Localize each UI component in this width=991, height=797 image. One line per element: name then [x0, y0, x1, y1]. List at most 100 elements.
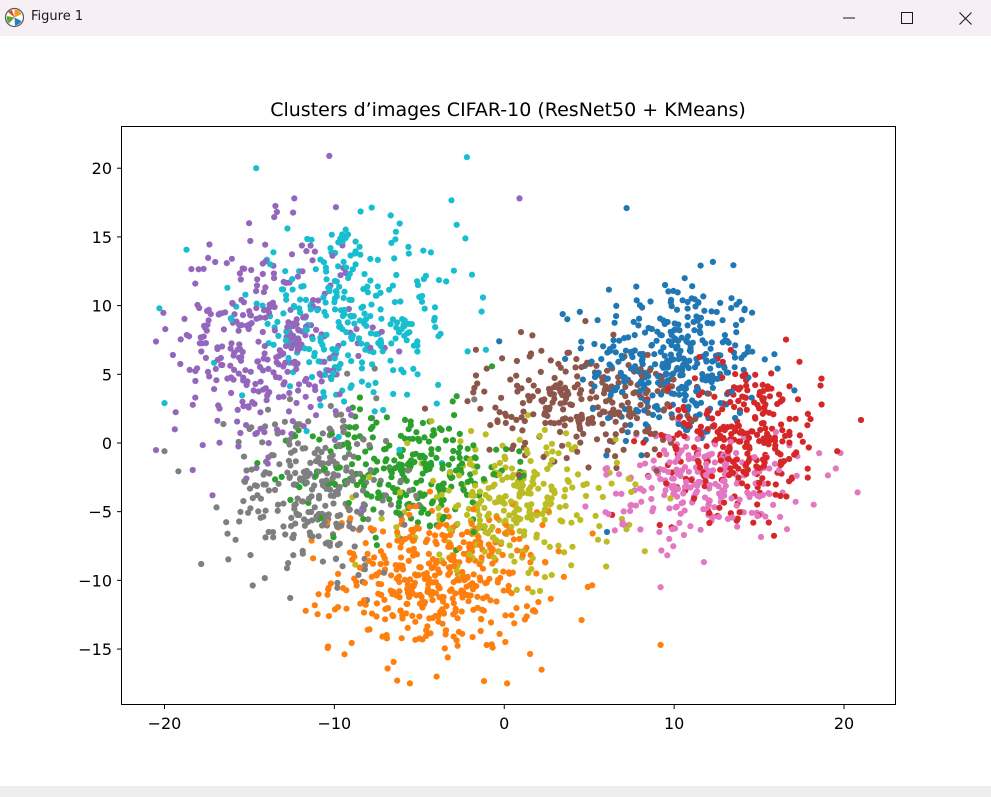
- scatter-point: [492, 567, 499, 575]
- scatter-point: [685, 452, 692, 459]
- scatter-point: [219, 343, 226, 350]
- scatter-point: [448, 197, 455, 204]
- scatter-point: [764, 480, 771, 487]
- scatter-point: [394, 677, 401, 684]
- close-button[interactable]: [936, 0, 991, 36]
- scatter-point: [605, 286, 613, 293]
- scatter-point: [595, 484, 602, 491]
- scatter-point: [664, 401, 671, 408]
- scatter-point: [555, 419, 563, 426]
- scatter-point: [325, 584, 332, 591]
- scatter-point: [359, 505, 366, 512]
- scatter-point: [369, 434, 376, 441]
- scatter-point: [345, 499, 352, 507]
- scatter-point: [717, 457, 725, 464]
- scatter-point: [584, 583, 591, 591]
- scatter-point: [326, 425, 333, 432]
- scatter-point: [355, 352, 362, 360]
- scatter-point: [641, 460, 649, 467]
- scatter-point: [620, 446, 627, 453]
- scatter-point: [378, 515, 385, 522]
- scatter-point: [496, 630, 503, 638]
- scatter-point: [680, 490, 687, 497]
- scatter-point: [766, 393, 774, 400]
- scatter-point: [312, 266, 319, 273]
- scatter-point: [398, 462, 405, 469]
- scatter-point: [369, 423, 376, 430]
- scatter-point: [508, 498, 515, 505]
- scatter-point: [272, 373, 279, 381]
- scatter-point: [612, 436, 619, 443]
- scatter-point: [457, 438, 464, 445]
- scatter-point: [353, 326, 360, 333]
- scatter-point: [695, 459, 702, 466]
- scatter-point: [563, 455, 570, 462]
- scatter-point: [449, 455, 456, 462]
- scatter-point: [431, 572, 439, 579]
- scatter-point: [616, 471, 623, 478]
- scatter-point: [383, 456, 390, 463]
- scatter-point: [410, 582, 417, 589]
- scatter-point: [721, 332, 729, 339]
- scatter-point: [772, 429, 780, 436]
- scatter-point: [212, 258, 219, 266]
- scatter-point: [275, 480, 282, 487]
- scatter-point: [759, 381, 766, 388]
- scatter-point: [543, 444, 550, 451]
- scatter-point: [804, 465, 811, 472]
- scatter-point: [469, 634, 476, 641]
- scatter-point: [537, 368, 544, 375]
- scatter-point: [455, 449, 462, 456]
- maximize-button[interactable]: [878, 0, 936, 36]
- scatter-point: [699, 337, 706, 344]
- scatter-point: [357, 208, 364, 215]
- scatter-point: [332, 408, 339, 415]
- scatter-point: [731, 354, 739, 361]
- scatter-point: [714, 428, 721, 435]
- scatter-point: [547, 357, 554, 364]
- scatter-point: [330, 458, 337, 465]
- scatter-point: [533, 534, 540, 541]
- scatter-point: [417, 564, 424, 571]
- scatter-point: [479, 294, 487, 301]
- scatter-point: [341, 454, 348, 461]
- scatter-point: [443, 521, 450, 529]
- scatter-point: [684, 322, 691, 329]
- scatter-point: [539, 398, 546, 405]
- scatter-point: [824, 472, 832, 479]
- scatter-point: [804, 422, 811, 429]
- scatter-point: [412, 618, 419, 625]
- scatter-point: [339, 563, 346, 570]
- scatter-point: [574, 471, 582, 478]
- scatter-point: [302, 445, 309, 452]
- scatter-point: [516, 528, 523, 535]
- scatter-point: [346, 270, 353, 277]
- scatter-point: [711, 357, 718, 364]
- scatter-point: [463, 591, 470, 599]
- scatter-point: [202, 354, 209, 361]
- scatter-point: [342, 234, 349, 241]
- scatter-point: [272, 202, 279, 210]
- scatter-point: [308, 508, 315, 516]
- scatter-point: [663, 480, 670, 487]
- scatter-point: [198, 560, 205, 568]
- scatter-point: [360, 516, 367, 523]
- scatter-point: [280, 523, 287, 530]
- scatter-point: [332, 555, 340, 562]
- scatter-point: [308, 493, 315, 500]
- scatter-point: [513, 586, 520, 594]
- scatter-point: [619, 521, 626, 528]
- scatter-point: [311, 248, 318, 255]
- scatter-point: [406, 329, 413, 336]
- scatter-point: [162, 326, 169, 333]
- minimize-icon: [843, 17, 855, 19]
- scatter-point: [289, 359, 296, 366]
- scatter-point: [361, 271, 368, 278]
- scatter-point: [240, 453, 248, 460]
- scatter-point: [562, 486, 569, 493]
- scatter-point: [668, 331, 675, 339]
- scatter-point: [408, 526, 415, 533]
- minimize-button[interactable]: [820, 0, 878, 36]
- scatter-point: [228, 389, 235, 397]
- scatter-point: [786, 478, 793, 485]
